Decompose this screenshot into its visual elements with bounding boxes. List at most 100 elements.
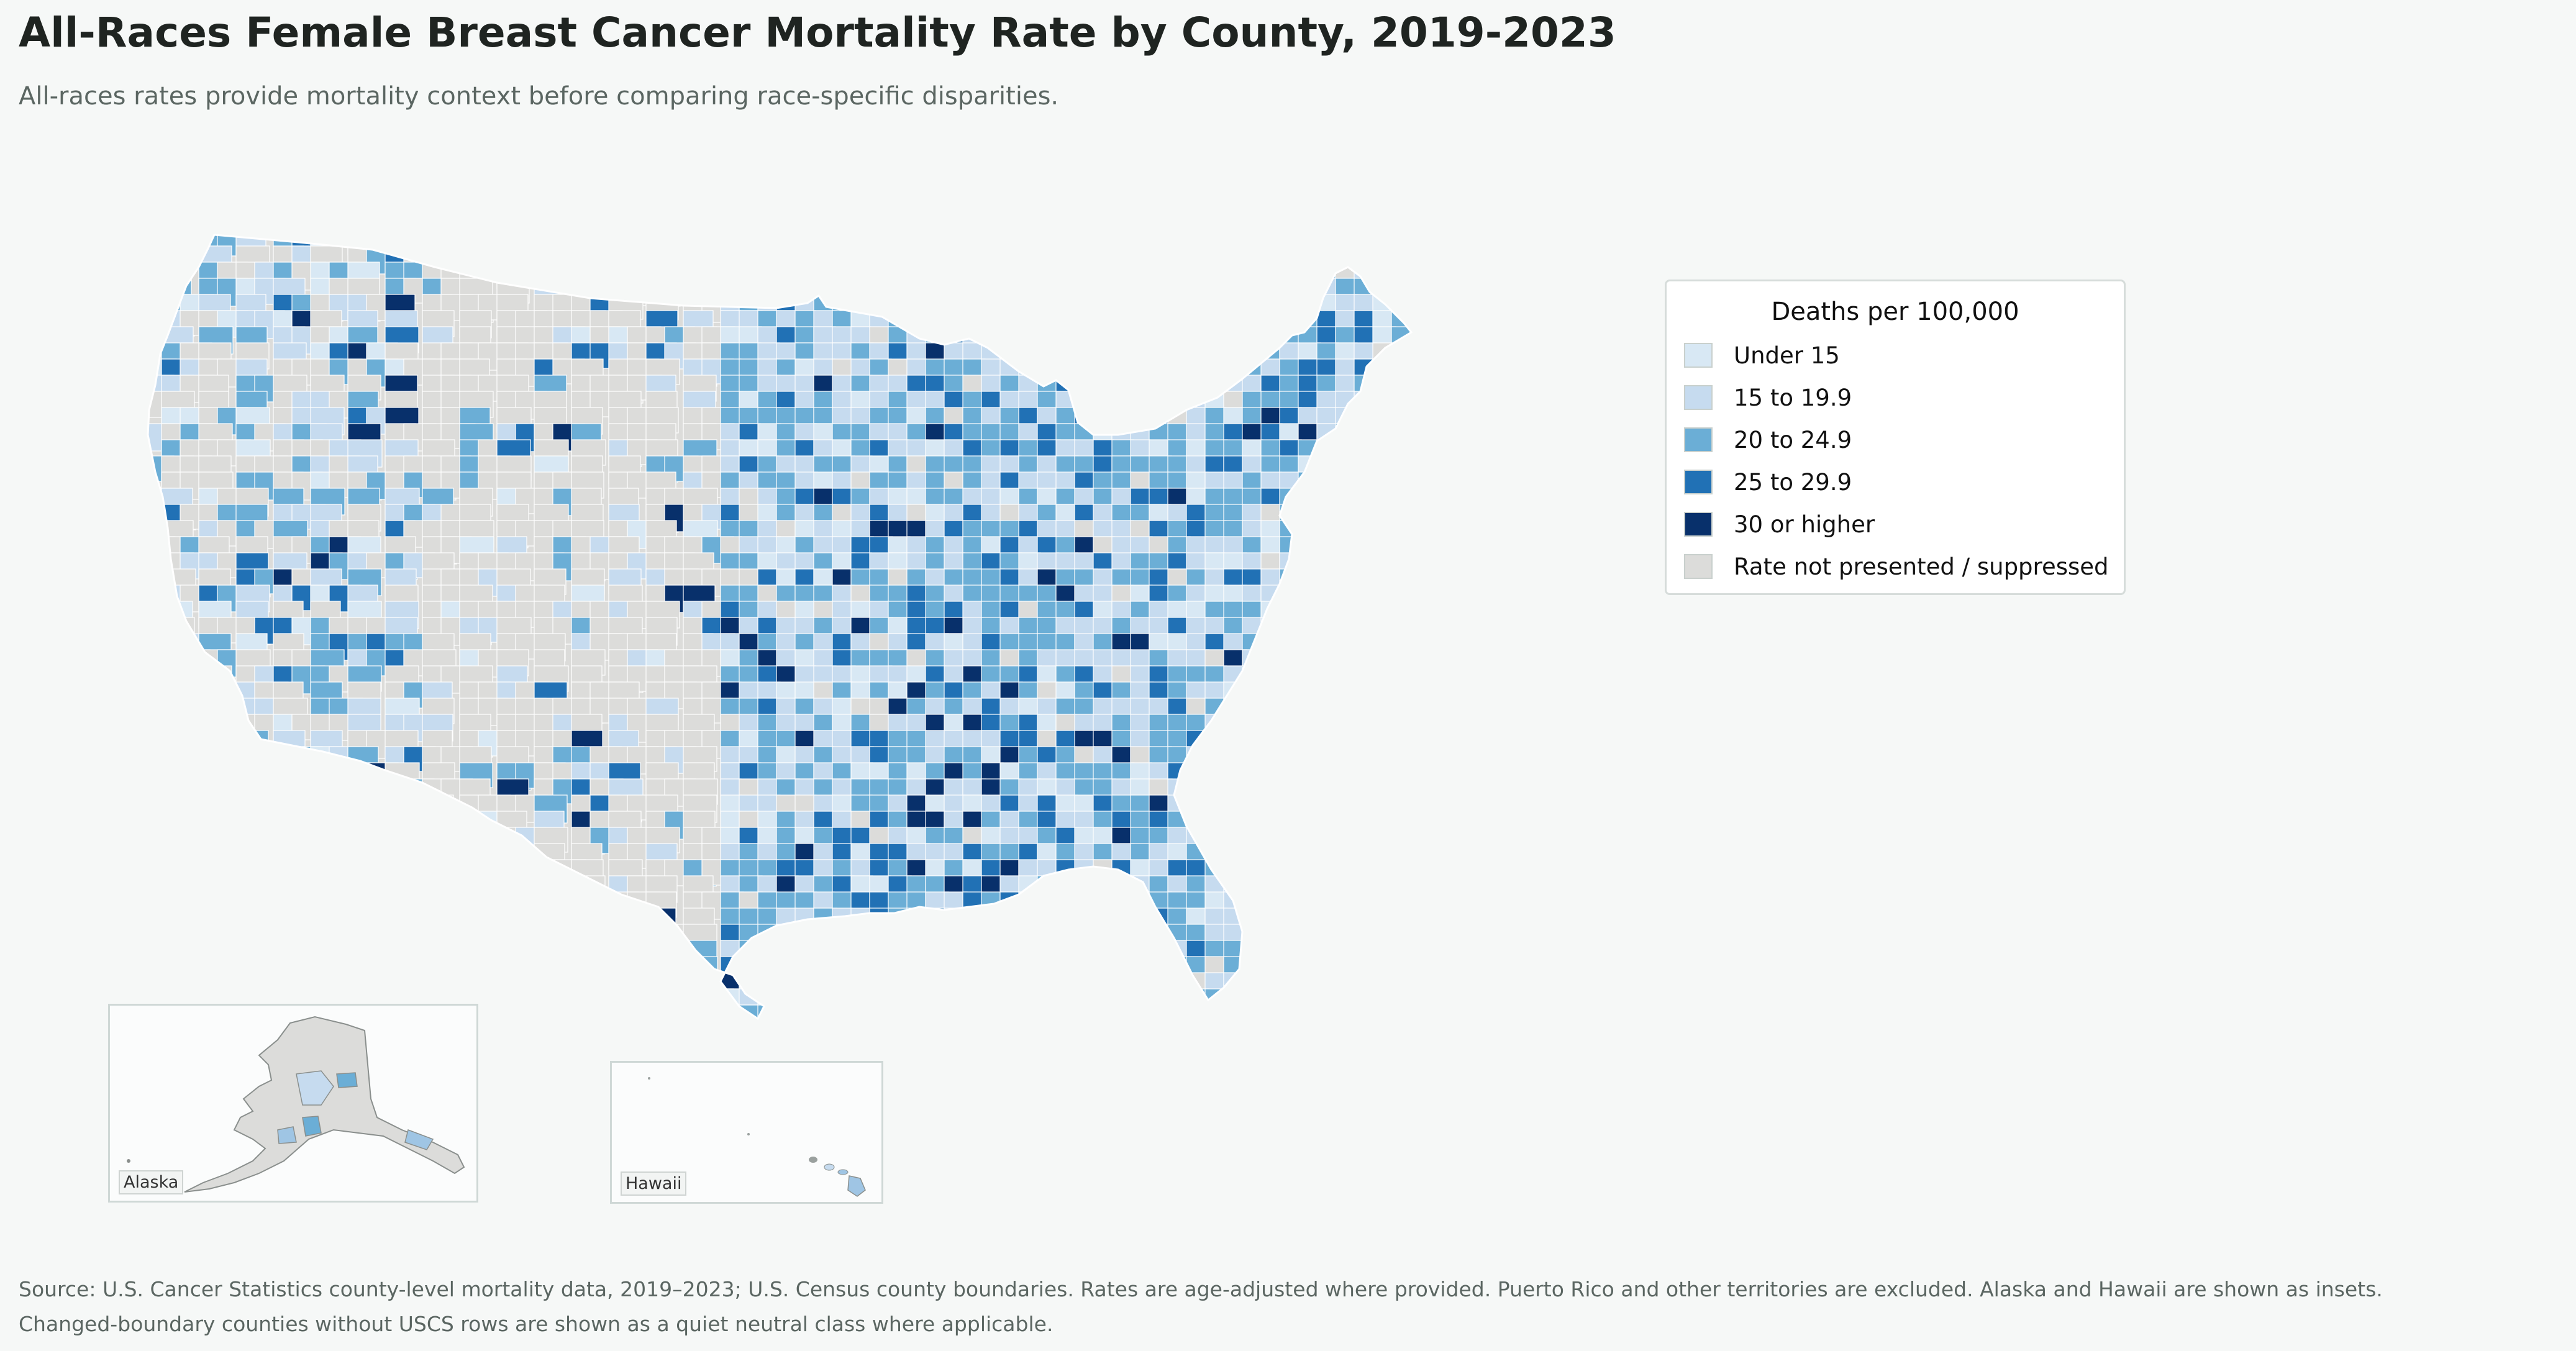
county-cell [1391,245,1411,263]
county-cell [1074,278,1094,295]
county-cell [1372,649,1393,669]
county-cell [1018,891,1040,911]
county-cell [869,391,890,409]
county-cell [1354,488,1378,505]
county-cell [869,940,893,959]
county-cell [999,1004,1024,1019]
county-cell [1316,843,1339,860]
county-cell [235,843,271,870]
county-cell [1204,536,1226,553]
county-cell [739,552,762,572]
county-cell [1354,698,1377,717]
county-cell [1372,391,1393,411]
county-cell [1242,235,1263,249]
county-cell [1260,811,1281,831]
county-cell [217,730,248,757]
county-cell [1335,455,1355,473]
county-cell [1204,794,1224,812]
county-cell [1149,972,1169,991]
county-cell [1298,585,1322,604]
county-cell [962,875,985,894]
county-cell [217,859,252,887]
county-cell [1372,617,1395,637]
county-cell [1372,439,1395,459]
county-cell [999,907,1022,926]
county-cell [850,633,871,653]
county-cell [1409,294,1411,314]
county-cell [1093,520,1116,537]
county-cell [347,956,378,984]
county-cell [888,439,909,457]
county-cell [720,235,740,247]
county-cell [366,875,400,904]
county-cell [739,407,760,424]
county-cell [1204,843,1225,861]
county-cell [161,891,194,920]
alaska-land [184,1016,465,1193]
county-cell [1111,875,1132,894]
hawaii-map [648,1077,866,1197]
legend-title: Deaths per 100,000 [1771,298,2019,326]
county-cell [645,972,676,1001]
county-cell [925,827,947,845]
county-cell [1037,294,1060,314]
county-cell [1149,730,1168,749]
county-cell [1167,245,1188,264]
county-cell [1279,730,1301,748]
county-cell [366,891,399,921]
county-cell [291,778,324,804]
county-cell [161,617,195,645]
county-cell [1111,681,1132,699]
county-cell [813,811,835,828]
county-cell [148,762,176,790]
county-cell [1055,617,1076,634]
county-cell [403,811,439,840]
county-cell [1279,827,1299,847]
county-cell [1409,633,1411,653]
county-cell [385,859,419,885]
county-cell [925,601,946,619]
county-cell [757,310,779,328]
county-cell [608,972,643,1000]
county-cell [757,665,778,685]
county-cell [1335,568,1355,586]
county-cell [813,391,833,411]
county-cell [1354,310,1374,328]
county-cell [944,552,965,570]
county-cell [1167,665,1190,683]
county-cell [1130,488,1150,506]
county-cell [888,940,911,960]
county-cell [850,262,873,281]
county-cell [720,714,742,732]
county-cell [1279,407,1302,426]
county-cell [148,568,173,596]
county-cell [1130,633,1150,653]
county-cell [1372,471,1395,489]
county-cell [1130,907,1152,926]
county-cell [1391,455,1411,473]
county-cell [1037,262,1061,280]
county-cell [645,278,681,307]
county-cell [1335,326,1358,343]
aleutian-island [127,1159,130,1163]
county-cell [1354,714,1375,732]
county-cell [1260,698,1281,717]
county-cell [1409,762,1411,780]
county-cell [1372,972,1394,989]
county-cell [869,988,891,1008]
county-cell [1204,488,1226,506]
county-cell [589,235,622,258]
county-cell [1409,940,1411,959]
county-cell [1279,891,1299,912]
county-cell [1037,1004,1061,1019]
county-cell [869,907,890,925]
county-cell [757,907,778,926]
county-cell [1409,988,1411,1009]
county-cell [1409,520,1411,539]
county-cell [1223,827,1244,846]
county-cell [1391,794,1411,812]
county-cell [925,988,948,1008]
county-cell [1018,859,1038,878]
county-cell [869,520,889,539]
county-cell [608,1004,644,1019]
